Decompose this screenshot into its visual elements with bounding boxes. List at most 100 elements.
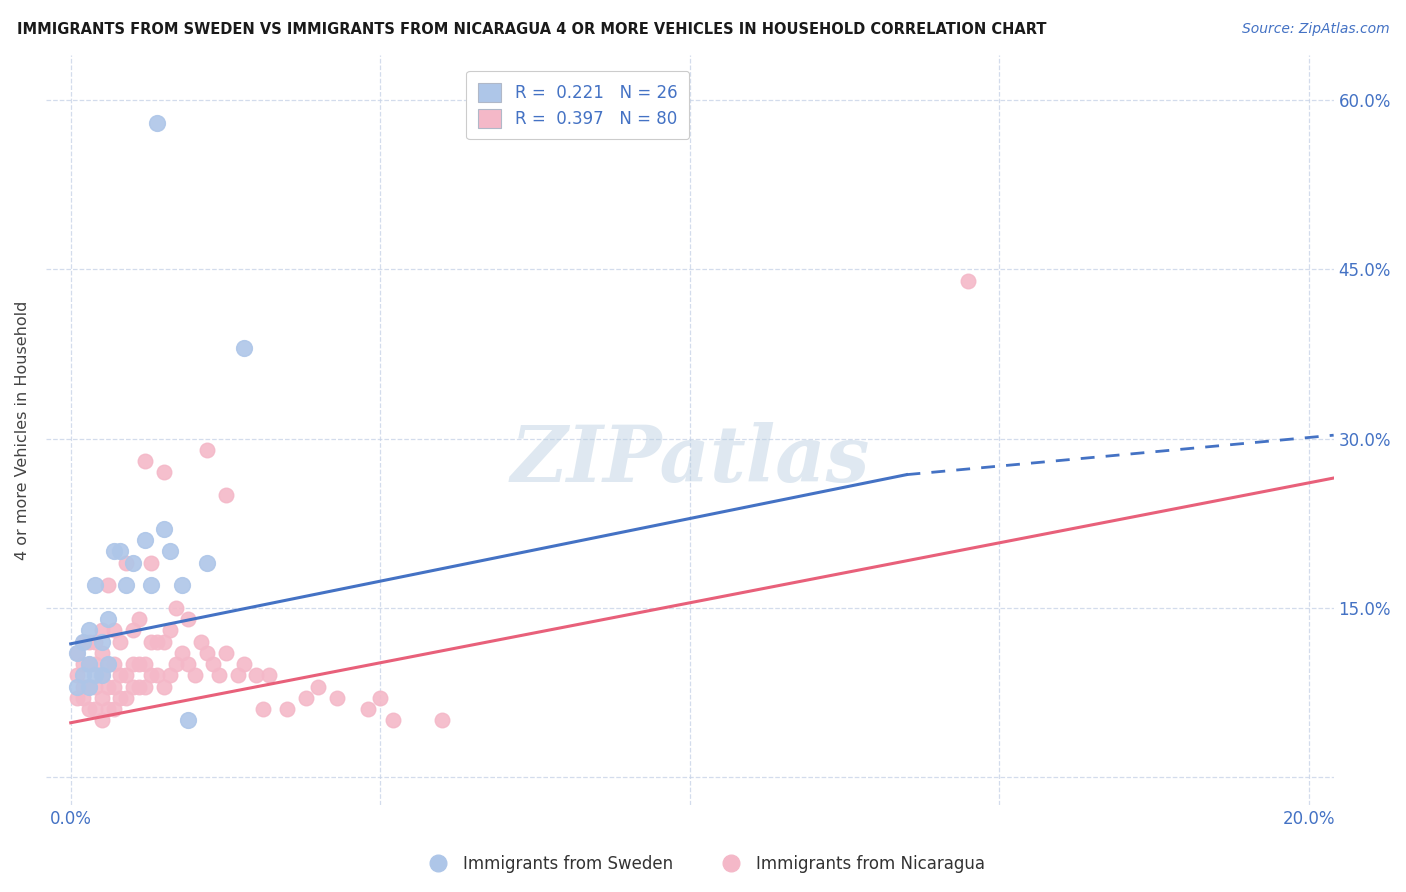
Point <box>84 702 107 716</box>
Point <box>195 556 218 570</box>
Point <box>90 668 112 682</box>
Point <box>957 274 980 288</box>
Point <box>103 624 125 638</box>
Point <box>226 668 249 682</box>
Point <box>368 690 391 705</box>
Point <box>121 556 143 570</box>
Point <box>72 680 94 694</box>
Point <box>90 668 112 682</box>
Point <box>72 634 94 648</box>
Point <box>115 578 138 592</box>
Point <box>152 680 174 694</box>
Point <box>66 646 89 660</box>
Point <box>128 612 150 626</box>
Point <box>146 668 169 682</box>
Point <box>165 600 187 615</box>
Point <box>141 634 163 648</box>
Point <box>79 657 101 672</box>
Point <box>84 668 107 682</box>
Point <box>115 668 138 682</box>
Point <box>252 702 274 716</box>
Point <box>110 634 132 648</box>
Point <box>72 634 94 648</box>
Y-axis label: 4 or more Vehicles in Household: 4 or more Vehicles in Household <box>15 301 30 560</box>
Point <box>177 657 200 672</box>
Point <box>121 680 143 694</box>
Point <box>66 646 89 660</box>
Point <box>84 578 107 592</box>
Point <box>134 680 156 694</box>
Point <box>84 634 107 648</box>
Point <box>357 702 380 716</box>
Legend: Immigrants from Sweden, Immigrants from Nicaragua: Immigrants from Sweden, Immigrants from … <box>415 848 991 880</box>
Point <box>79 680 101 694</box>
Point <box>97 680 120 694</box>
Point <box>165 657 187 672</box>
Point <box>66 690 89 705</box>
Point <box>233 342 256 356</box>
Point <box>152 466 174 480</box>
Point <box>430 714 453 728</box>
Point <box>90 714 112 728</box>
Point <box>110 668 132 682</box>
Point <box>141 578 163 592</box>
Point <box>326 690 349 705</box>
Point <box>90 646 112 660</box>
Point <box>121 624 143 638</box>
Point <box>159 668 181 682</box>
Point <box>146 116 169 130</box>
Point <box>72 668 94 682</box>
Point <box>152 634 174 648</box>
Point <box>257 668 280 682</box>
Point <box>159 624 181 638</box>
Point <box>90 634 112 648</box>
Point <box>202 657 225 672</box>
Point <box>214 488 236 502</box>
Point <box>276 702 298 716</box>
Point <box>103 657 125 672</box>
Point <box>66 668 89 682</box>
Point <box>177 612 200 626</box>
Point <box>79 634 101 648</box>
Point <box>90 624 112 638</box>
Text: ZIPatlas: ZIPatlas <box>510 422 869 499</box>
Text: IMMIGRANTS FROM SWEDEN VS IMMIGRANTS FROM NICARAGUA 4 OR MORE VEHICLES IN HOUSEH: IMMIGRANTS FROM SWEDEN VS IMMIGRANTS FRO… <box>17 22 1046 37</box>
Point <box>233 657 256 672</box>
Point <box>97 657 120 672</box>
Point <box>97 702 120 716</box>
Point <box>66 680 89 694</box>
Point <box>72 657 94 672</box>
Point <box>190 634 212 648</box>
Point <box>128 657 150 672</box>
Point <box>208 668 231 682</box>
Point <box>97 578 120 592</box>
Legend: R =  0.221   N = 26, R =  0.397   N = 80: R = 0.221 N = 26, R = 0.397 N = 80 <box>467 71 689 139</box>
Point <box>134 454 156 468</box>
Point <box>97 612 120 626</box>
Point <box>115 690 138 705</box>
Point <box>152 522 174 536</box>
Point <box>97 657 120 672</box>
Point <box>245 668 267 682</box>
Point <box>146 634 169 648</box>
Point <box>115 556 138 570</box>
Point <box>84 680 107 694</box>
Point <box>79 702 101 716</box>
Point <box>141 668 163 682</box>
Point <box>141 556 163 570</box>
Point <box>79 624 101 638</box>
Point <box>103 680 125 694</box>
Point <box>183 668 205 682</box>
Point <box>177 714 200 728</box>
Point <box>214 646 236 660</box>
Point <box>195 646 218 660</box>
Point <box>134 533 156 547</box>
Point <box>103 702 125 716</box>
Point <box>79 680 101 694</box>
Point <box>110 544 132 558</box>
Point <box>90 690 112 705</box>
Point <box>128 680 150 694</box>
Point <box>103 544 125 558</box>
Point <box>134 657 156 672</box>
Point <box>307 680 329 694</box>
